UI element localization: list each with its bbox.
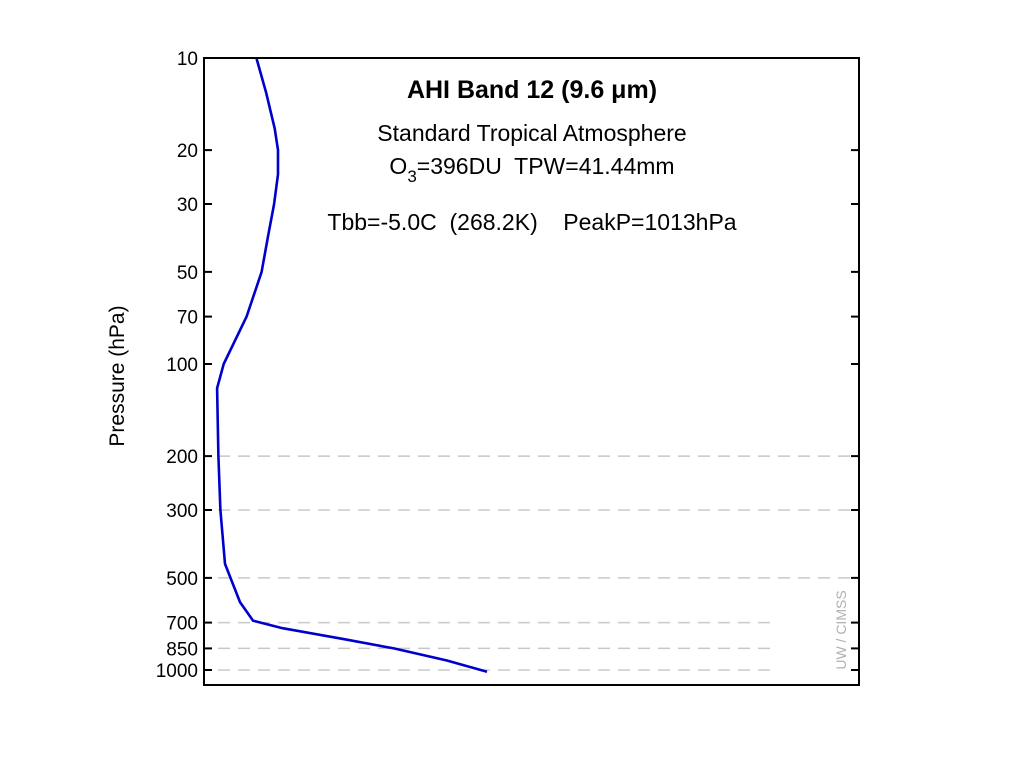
y-tick-label-50: 50 [177,263,198,284]
plot-area-background [204,58,859,685]
y-axis-label: Pressure (hPa) [106,305,129,446]
chart-subtitle-atmosphere: Standard Tropical Atmosphere [377,120,686,146]
y-tick-label-30: 30 [177,195,198,216]
gridlines [218,455,859,671]
weighting-function-line [215,57,488,673]
y-tick-label-500: 500 [166,569,198,590]
ozone-subscript: 3 [407,167,416,186]
ozone-symbol: O [389,153,407,179]
chart-subtitle-tbb-peak: Tbb=-5.0C (268.2K) PeakP=1013hPa [327,209,736,235]
y-tick-label-850: 850 [166,639,198,660]
y-tick-label-20: 20 [177,141,198,162]
chart-subtitle-ozone-tpw: O3=396DU TPW=41.44mm [389,153,674,186]
ozone-tpw-values: =396DU TPW=41.44mm [417,153,675,179]
chart-title: AHI Band 12 (9.6 μm) [407,76,657,104]
y-tick-label-10: 10 [177,49,198,70]
y-tick-label-700: 700 [166,614,198,635]
plot-frame [203,57,860,686]
y-tick-label-1000: 1000 [156,661,198,682]
y-tick-label-100: 100 [166,355,198,376]
y-tick-label-70: 70 [177,308,198,329]
y-tick-label-300: 300 [166,501,198,522]
watermark: UW / CIMSS [833,590,849,669]
y-tick-label-200: 200 [166,447,198,468]
